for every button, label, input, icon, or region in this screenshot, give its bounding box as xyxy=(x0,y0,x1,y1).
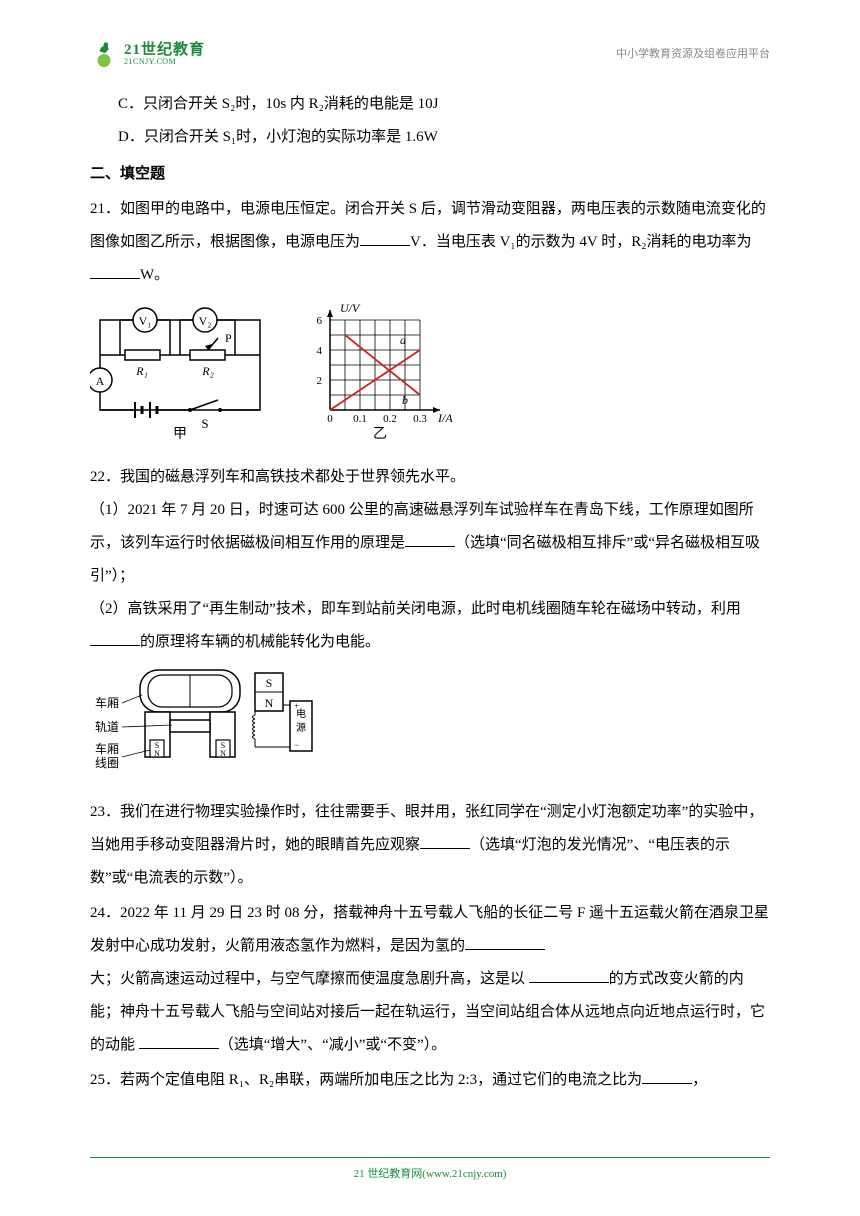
question-23: 23．我们在进行物理实验操作时，往往需要手、眼并用，张红同学在“测定小灯泡额定功… xyxy=(90,796,770,895)
page-footer: 21 世纪教育网(www.21cnjy.com) xyxy=(0,1157,860,1186)
blank xyxy=(529,965,609,983)
footer-text: 21 世纪教育网(www.21cnjy.com) xyxy=(354,1168,507,1180)
blank xyxy=(465,932,545,950)
svg-text:V₁: V₁ xyxy=(139,314,152,328)
graph-diagram: U/V I/A 2 xyxy=(300,300,460,440)
svg-text:I/A: I/A xyxy=(437,411,453,425)
svg-text:轨道: 轨道 xyxy=(95,720,119,734)
svg-text:S: S xyxy=(201,416,208,431)
q22-part2: （2）高铁采用了“再生制动”技术，即车到站前关闭电源，此时电机线圈随车轮在磁场中… xyxy=(90,593,770,659)
section-title: 二、填空题 xyxy=(90,158,770,191)
blank xyxy=(360,228,410,246)
blank xyxy=(642,1066,692,1084)
svg-text:U/V: U/V xyxy=(340,301,361,315)
blank xyxy=(405,529,455,547)
svg-text:4: 4 xyxy=(317,345,323,357)
svg-text:A: A xyxy=(96,374,105,388)
svg-text:b: b xyxy=(402,393,408,407)
svg-text:V₂: V₂ xyxy=(199,314,212,328)
svg-text:乙: 乙 xyxy=(373,426,387,440)
svg-text:0.1: 0.1 xyxy=(353,413,367,425)
q22-part1: （1）2021 年 7 月 20 日，时速可达 600 公里的高速磁悬浮列车试验… xyxy=(90,494,770,593)
question-22: 22．我国的磁悬浮列车和高铁技术都处于世界领先水平。 （1）2021 年 7 月… xyxy=(90,461,770,659)
svg-text:0.2: 0.2 xyxy=(383,413,397,425)
maglev-diagram: S N S N 车厢 轨道 车厢 线圈 S N 电 源 + − xyxy=(90,665,320,775)
svg-text:a: a xyxy=(400,333,406,347)
circuit-diagram: V₁ V₂ R₁ R₂ xyxy=(90,300,270,440)
page-header: 21世纪教育 21CNJY.COM 中小学教育资源及组卷应用平台 xyxy=(90,40,770,68)
svg-text:源: 源 xyxy=(296,721,306,734)
svg-text:车厢: 车厢 xyxy=(95,695,119,710)
option-c: C．只闭合开关 S₂时，10s 内 R₂消耗的电能是 10J xyxy=(90,88,770,121)
question-25: 25．若两个定值电阻 R₁、R₂串联，两端所加电压之比为 2:3，通过它们的电流… xyxy=(90,1064,770,1097)
svg-text:甲: 甲 xyxy=(173,427,187,440)
logo-sub: 21CNJY.COM xyxy=(124,58,205,66)
option-d: D．只闭合开关 S₁时，小灯泡的实际功率是 1.6W xyxy=(90,121,770,154)
blank xyxy=(90,261,140,279)
question-21: 21．如图甲的电路中，电源电压恒定。闭合开关 S 后，调节滑动变阻器，两电压表的… xyxy=(90,193,770,292)
svg-text:N: N xyxy=(220,749,226,758)
svg-text:2: 2 xyxy=(317,375,323,387)
svg-text:R₁: R₁ xyxy=(135,364,148,378)
question-24: 24．2022 年 11 月 29 日 23 时 08 分，搭载神舟十五号载人飞… xyxy=(90,897,770,1062)
circuit-diagram-container: V₁ V₂ R₁ R₂ xyxy=(90,300,270,453)
footer-divider xyxy=(90,1157,770,1158)
svg-text:N: N xyxy=(265,696,274,710)
svg-text:线圈: 线圈 xyxy=(95,756,119,770)
graph-diagram-container: U/V I/A 2 xyxy=(300,300,460,453)
logo-icon xyxy=(90,40,118,68)
q21-figures: V₁ V₂ R₁ R₂ xyxy=(90,300,770,453)
svg-text:−: − xyxy=(294,740,299,750)
header-right-text: 中小学教育资源及组卷应用平台 xyxy=(616,42,770,66)
logo: 21世纪教育 21CNJY.COM xyxy=(90,40,205,68)
logo-text: 21世纪教育 21CNJY.COM xyxy=(124,43,205,66)
svg-text:N: N xyxy=(154,749,160,758)
q22-intro: 22．我国的磁悬浮列车和高铁技术都处于世界领先水平。 xyxy=(90,461,770,494)
svg-text:0: 0 xyxy=(327,413,333,425)
svg-text:R₂: R₂ xyxy=(201,364,214,378)
svg-text:+: + xyxy=(294,701,299,711)
logo-main: 21世纪教育 xyxy=(124,43,205,58)
blank xyxy=(139,1031,219,1049)
blank xyxy=(90,628,140,646)
svg-text:0.3: 0.3 xyxy=(413,413,427,425)
svg-text:P: P xyxy=(225,331,232,345)
content-area: C．只闭合开关 S₂时，10s 内 R₂消耗的电能是 10J D．只闭合开关 S… xyxy=(90,88,770,1097)
q21-text3: W。 xyxy=(140,267,169,283)
svg-text:车厢: 车厢 xyxy=(95,741,119,756)
q21-text2: V．当电压表 V₁的示数为 4V 时，R₂消耗的电功率为 xyxy=(410,234,751,250)
blank xyxy=(420,831,470,849)
svg-text:6: 6 xyxy=(317,315,323,327)
svg-text:S: S xyxy=(266,676,273,690)
